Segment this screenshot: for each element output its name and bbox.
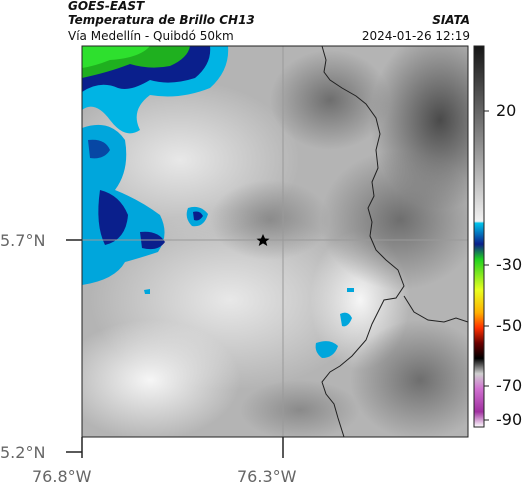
lat-tick-label: 5.2°N bbox=[0, 443, 46, 462]
lat-tick-label: 5.7°N bbox=[0, 231, 46, 250]
lon-tick-label: 76.8°W bbox=[32, 467, 92, 486]
colorbar-label: -30 bbox=[496, 255, 523, 274]
timestamp-label: 2024-01-26 12:19 bbox=[361, 29, 470, 43]
department-border-east bbox=[403, 295, 468, 323]
colorbar-label: -50 bbox=[496, 316, 523, 335]
cold-cloud-tops bbox=[82, 46, 354, 358]
colorbar-label: -70 bbox=[496, 376, 523, 395]
city-marker-icon bbox=[256, 234, 270, 246]
satellite-name: GOES-EAST bbox=[68, 0, 145, 13]
product-title: Temperatura de Brillo CH13 bbox=[68, 13, 255, 27]
brightness-field bbox=[82, 46, 468, 437]
colorbar bbox=[473, 45, 489, 428]
lon-tick-label: 76.3°W bbox=[237, 467, 297, 486]
region-label: Vía Medellín - Quibdó 50km bbox=[68, 29, 234, 43]
department-border bbox=[321, 46, 405, 437]
colorbar-label: -90 bbox=[496, 410, 523, 429]
organization-label: SIATA bbox=[432, 13, 470, 27]
colorbar-label: 20 bbox=[496, 101, 517, 120]
